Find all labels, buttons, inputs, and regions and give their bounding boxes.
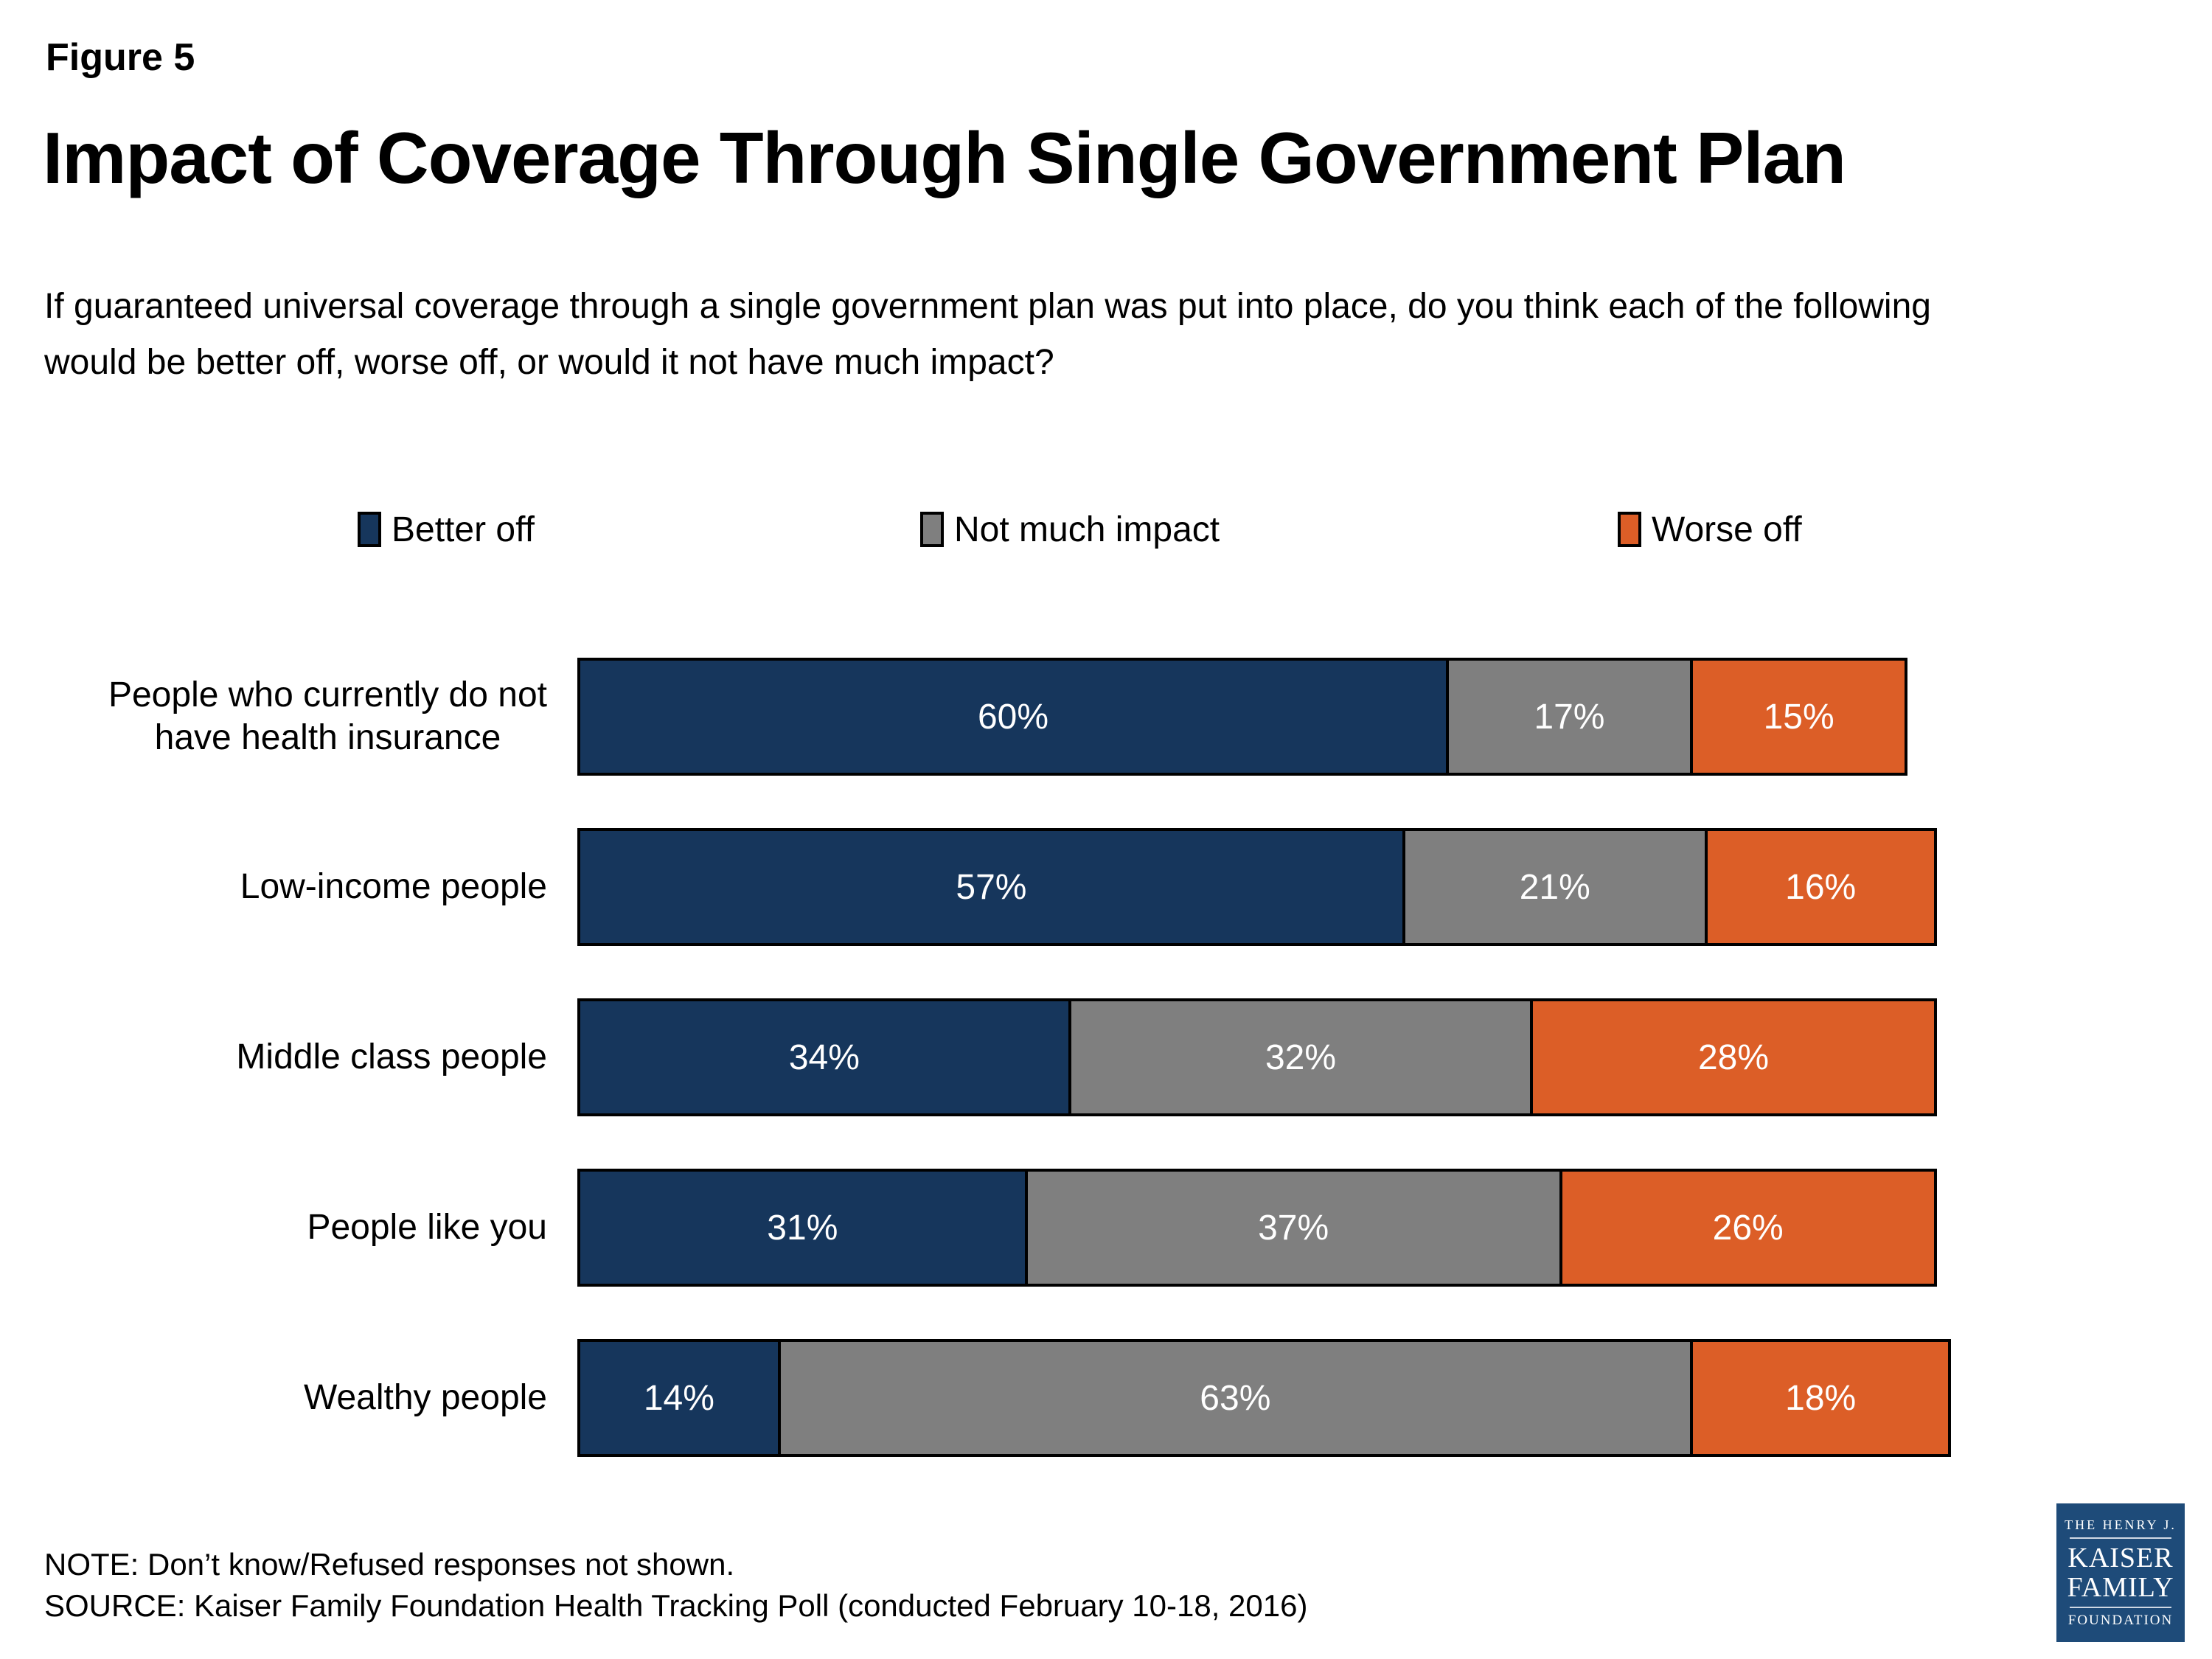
logo-line-family: FAMILY [2067,1571,2174,1603]
subtitle: If guaranteed universal coverage through… [44,279,1931,391]
chart-row: People who currently do not have health … [0,658,2212,776]
bar-segment-worse-off: 18% [1689,1339,1952,1457]
legend-item: Worse off [1618,506,1802,553]
segment-value: 16% [1785,867,1857,907]
bar: 34% 32% 28% [577,998,1937,1116]
row-label: Wealthy people [304,1378,547,1417]
kff-logo: THE HENRY J. KAISER FAMILY FOUNDATION [2056,1503,2185,1642]
bar: 60% 17% 15% [577,658,1908,776]
subtitle-line-2: would be better off, worse off, or would… [44,343,1054,382]
bar-segment-not-much-impact: 21% [1402,828,1708,946]
legend: Better off Not much impact Worse off [0,506,2212,553]
segment-value: 14% [643,1378,714,1418]
bar-segment-not-much-impact: 32% [1068,998,1534,1116]
row-label: Middle class people [236,1037,547,1077]
page-title: Impact of Coverage Through Single Govern… [43,117,1846,198]
logo-divider-bottom [2070,1606,2171,1608]
segment-value: 21% [1519,867,1590,907]
bar-segment-better-off: 31% [577,1169,1028,1287]
row-label: People who currently do not have health … [108,675,547,757]
bar-segment-worse-off: 16% [1704,828,1937,946]
legend-swatch [358,512,381,547]
segment-value: 28% [1697,1037,1770,1077]
bar-segment-better-off: 57% [577,828,1405,946]
legend-swatch [1618,512,1641,547]
bar: 14% 63% 18% [577,1339,1952,1457]
segment-value: 57% [956,867,1027,907]
logo-line-the-henry-j: THE HENRY J. [2065,1517,2177,1532]
row-label: People like you [307,1208,547,1247]
legend-item: Not much impact [920,506,1220,553]
note-text: NOTE: Don’t know/Refused responses not s… [44,1547,735,1582]
bar: 31% 37% 26% [577,1169,1937,1287]
segment-value: 31% [767,1208,838,1248]
legend-swatch [920,512,944,547]
bar-segment-worse-off: 26% [1559,1169,1937,1287]
bar-segment-worse-off: 28% [1530,998,1937,1116]
row-label: Low-income people [240,867,547,906]
chart-row: Wealthy people 14% 63% 18% [0,1339,2212,1457]
logo-divider-top [2070,1537,2171,1539]
bar-segment-not-much-impact: 37% [1024,1169,1562,1287]
segment-value: 15% [1763,697,1834,737]
segment-value: 37% [1258,1208,1329,1248]
segment-value: 63% [1200,1378,1271,1418]
legend-label: Not much impact [954,509,1220,549]
bar: 57% 21% 16% [577,828,1937,946]
chart-row: Middle class people 34% 32% 28% [0,998,2212,1116]
bar-segment-better-off: 34% [577,998,1071,1116]
segment-value: 26% [1712,1208,1784,1248]
chart-row: Low-income people 57% 21% 16% [0,828,2212,946]
logo-line-foundation: FOUNDATION [2067,1612,2174,1628]
bar-segment-worse-off: 15% [1689,658,1908,776]
legend-label: Better off [392,509,535,549]
bar-segment-better-off: 14% [577,1339,781,1457]
legend-item: Better off [358,506,535,553]
bar-segment-better-off: 60% [577,658,1449,776]
segment-value: 17% [1534,697,1605,737]
segment-value: 32% [1265,1037,1337,1077]
segment-value: 18% [1785,1378,1857,1418]
legend-label: Worse off [1652,509,1802,549]
figure-label: Figure 5 [46,36,195,79]
bar-segment-not-much-impact: 63% [777,1339,1693,1457]
subtitle-line-1: If guaranteed universal coverage through… [44,287,1931,326]
segment-value: 34% [788,1037,860,1077]
segment-value: 60% [977,697,1049,737]
bar-segment-not-much-impact: 17% [1446,658,1693,776]
source-text: SOURCE: Kaiser Family Foundation Health … [44,1588,1308,1623]
logo-line-kaiser: KAISER [2067,1542,2174,1573]
chart-row: People like you 31% 37% 26% [0,1169,2212,1287]
